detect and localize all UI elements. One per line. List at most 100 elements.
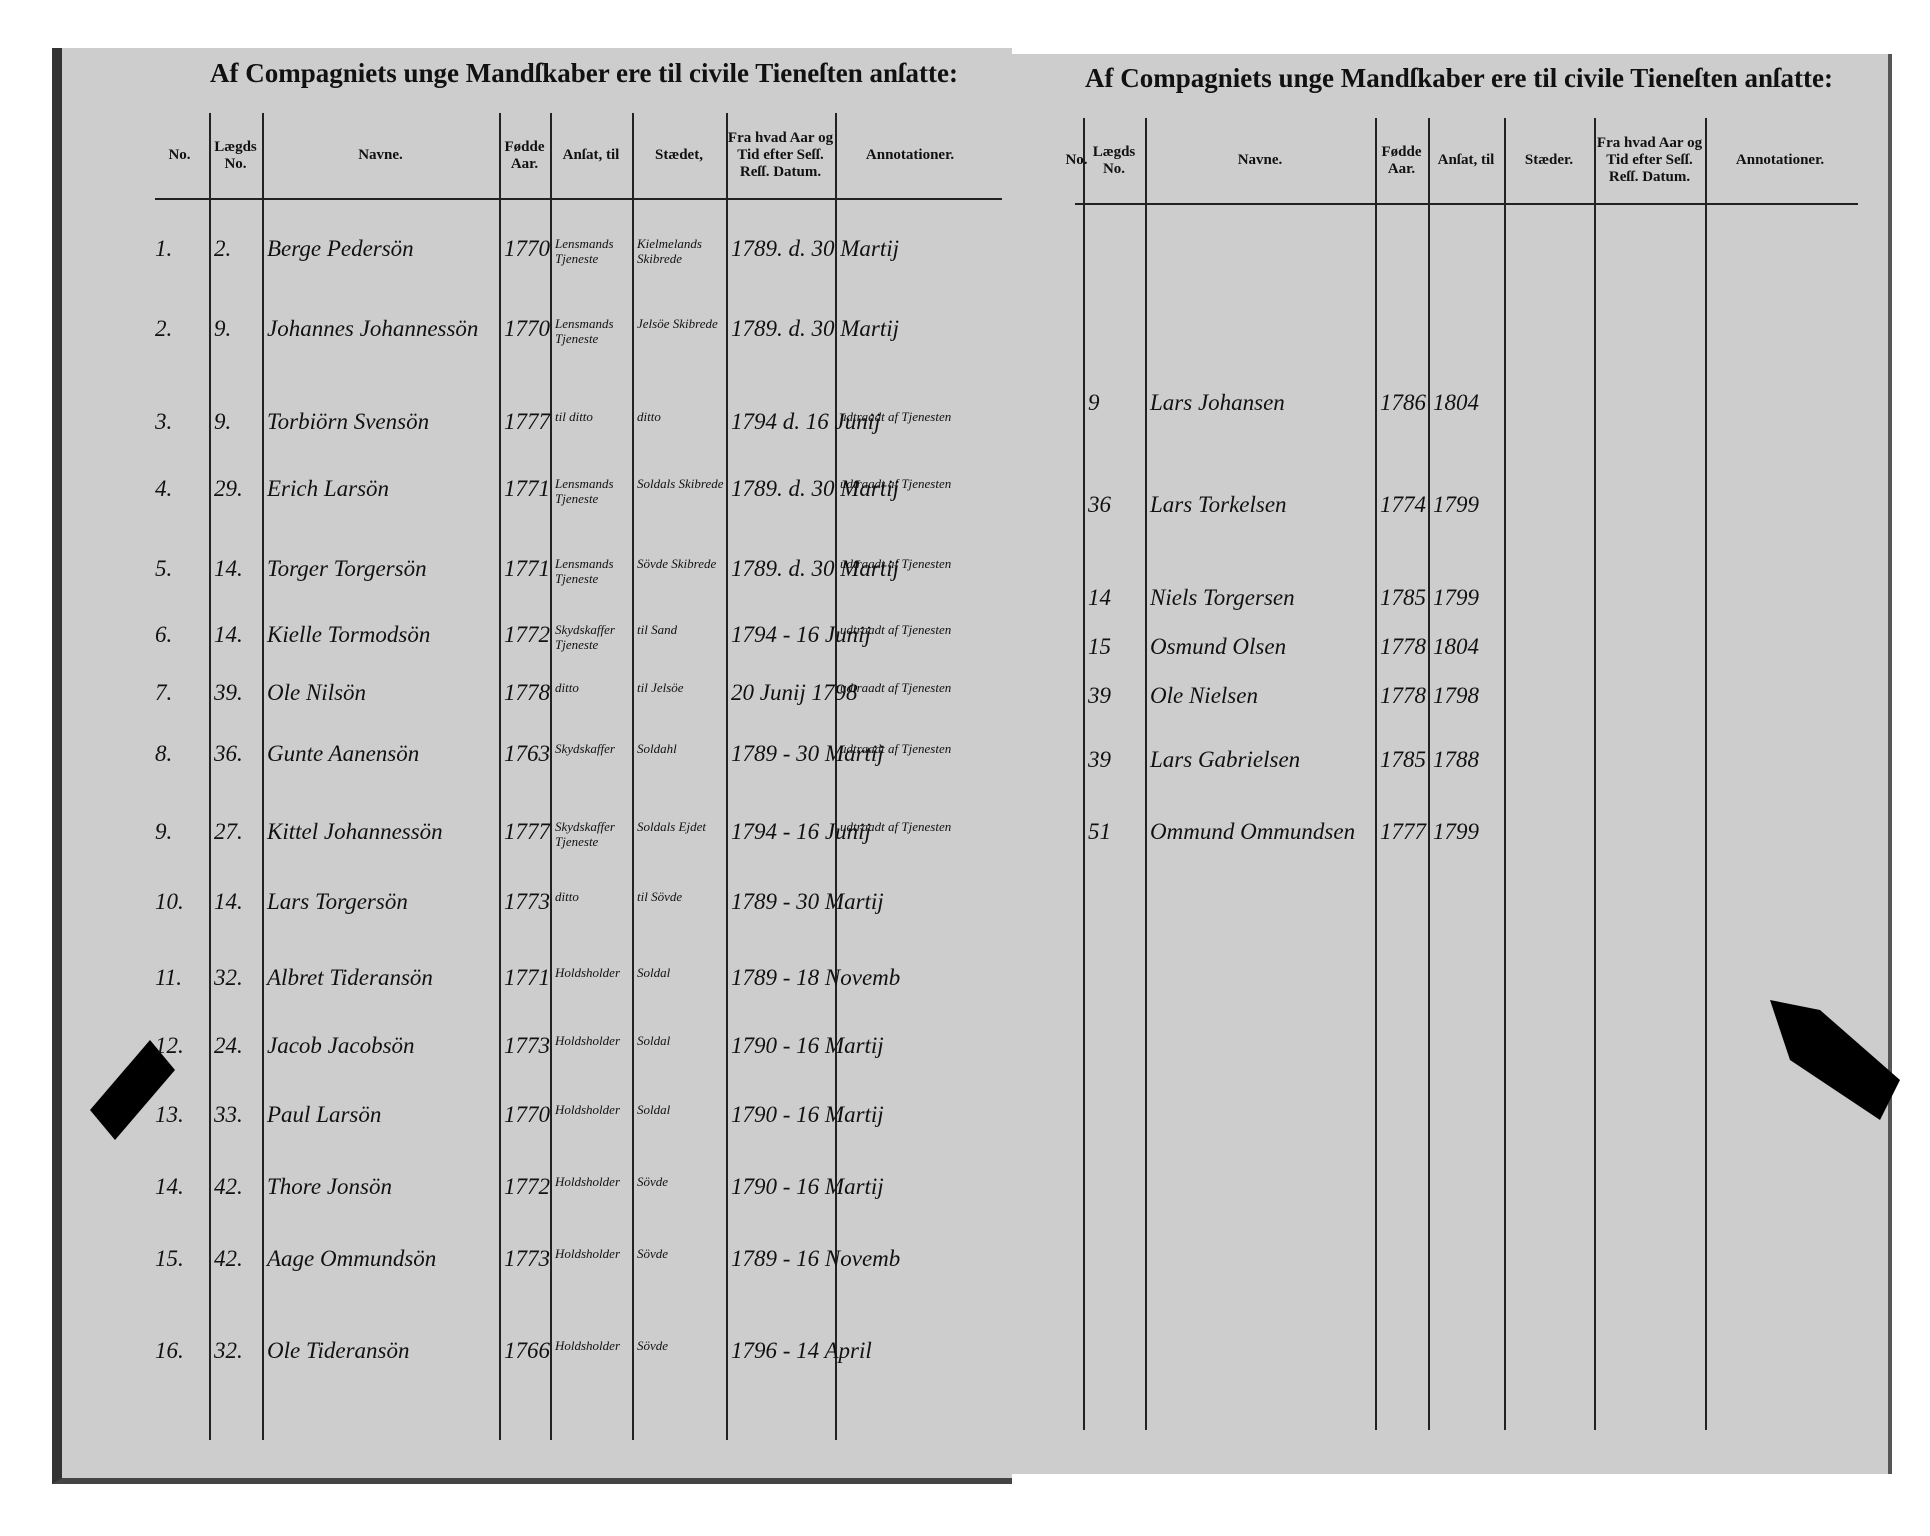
cell-ansat: Lensmands Tjeneste xyxy=(555,476,614,506)
cell-ansat: 1799 xyxy=(1433,819,1479,844)
cell-sted: Sövde xyxy=(637,1174,669,1189)
cell-datum: 1790 - 16 Martij xyxy=(731,1174,884,1199)
column-rule xyxy=(262,113,264,1440)
cell-laegd: 33. xyxy=(214,1102,243,1127)
cell-name: Ole Tideransön xyxy=(267,1338,410,1363)
cell-datum: 1789 - 16 Novemb xyxy=(731,1246,901,1271)
cell-sted: Sövde Skibrede xyxy=(637,556,717,571)
column-rule xyxy=(726,113,728,1440)
cell-ansat: Holdsholder xyxy=(555,1338,620,1353)
right-page xyxy=(1008,54,1892,1474)
cell-datum: 1790 - 16 Martij xyxy=(731,1102,884,1127)
cell-born: 1770 xyxy=(504,236,550,261)
cell-name: Lars Johansen xyxy=(1150,390,1285,415)
cell-sted: Soldals Ejdet xyxy=(637,819,706,834)
cell-name: Ole Nielsen xyxy=(1150,683,1258,708)
cell-born: 1771 xyxy=(504,476,550,501)
cell-ansat: Skydskaffer Tjeneste xyxy=(555,622,615,652)
cell-born: 1773 xyxy=(504,1033,550,1058)
cell-ansat: Skydskaffer Tjeneste xyxy=(555,819,615,849)
cell-ansat: Skydskaffer xyxy=(555,741,615,756)
cell-name: Thore Jonsön xyxy=(267,1174,393,1199)
cell-ansat: Holdsholder xyxy=(555,965,620,980)
cell-born: 1777 xyxy=(504,409,550,434)
cell-sted: til Jelsöe xyxy=(637,680,684,695)
cell-ansat: Holdsholder xyxy=(555,1246,620,1261)
cell-born: 1771 xyxy=(504,965,550,990)
cell-ansat: 1799 xyxy=(1433,492,1479,517)
cell-sted: Soldal xyxy=(637,1102,671,1117)
cell-annotation: udtraadt af Tjenesten xyxy=(840,476,952,491)
cell-sted: til Sand xyxy=(637,622,678,637)
cell-name: Lars Torgersön xyxy=(267,889,408,914)
cell-born: 1778 xyxy=(504,680,550,705)
cell-laegd: 14. xyxy=(214,889,243,914)
cell-datum: 1789 - 18 Novemb xyxy=(731,965,901,990)
cell-born: 1763 xyxy=(504,741,550,766)
cell-born: 1771 xyxy=(504,556,550,581)
cell-sted: Jelsöe Skibrede xyxy=(637,316,718,331)
cell-no: 9. xyxy=(155,819,173,844)
cell-name: Jacob Jacobsön xyxy=(267,1033,415,1058)
left-page xyxy=(52,48,1012,1484)
cell-annotation: udtraadt af Tjenesten xyxy=(840,741,952,756)
cell-name: Ole Nilsön xyxy=(267,680,367,705)
cell-name: Torbiörn Svensön xyxy=(267,409,430,434)
column-header: No. xyxy=(1065,152,1088,168)
cell-sted: Soldal xyxy=(637,1033,671,1048)
column-header: No. xyxy=(168,147,191,163)
column-rule xyxy=(209,113,211,1440)
cell-laegd: 39 xyxy=(1088,747,1111,772)
cell-laegd: 2. xyxy=(214,236,232,261)
column-rule xyxy=(1375,118,1377,1430)
cell-no: 8. xyxy=(155,741,173,766)
cell-no: 7. xyxy=(155,680,173,705)
cell-born: 1773 xyxy=(504,889,550,914)
cell-annotation: udtraadt af Tjenesten xyxy=(840,556,952,571)
header-rule xyxy=(155,198,1002,200)
column-rule xyxy=(1428,118,1430,1430)
cell-born: 1777 xyxy=(1380,819,1426,844)
column-header: Anſat, til xyxy=(1437,152,1495,168)
column-header: Fra hvad Aar og Tid efter Seſſ. Reſſ. Da… xyxy=(1596,135,1703,185)
column-rule xyxy=(1504,118,1506,1430)
column-header: Fødde Aar. xyxy=(504,138,545,172)
cell-name: Albret Tideransön xyxy=(267,965,433,990)
column-header: Navne. xyxy=(1237,152,1283,168)
cell-annotation: udtraadt af Tjenesten xyxy=(840,622,952,637)
clip-left xyxy=(90,1040,175,1140)
cell-datum: 1794 - 16 Junij xyxy=(731,819,871,844)
cell-annotation: udtraadt af Tjenesten xyxy=(840,409,952,424)
cell-datum: 1789. d. 30 Martij xyxy=(731,556,900,581)
cell-datum: 1789. d. 30 Martij xyxy=(731,316,900,341)
cell-ansat: 1804 xyxy=(1433,634,1479,659)
cell-sted: ditto xyxy=(637,409,661,424)
cell-annotation: udtraadt af Tjenesten xyxy=(840,819,952,834)
cell-ansat: til ditto xyxy=(555,409,593,424)
column-rule xyxy=(1145,118,1147,1430)
cell-ansat: 1788 xyxy=(1433,747,1479,772)
cell-no: 6. xyxy=(155,622,173,647)
cell-laegd: 9 xyxy=(1088,390,1100,415)
cell-name: Kittel Johannessön xyxy=(267,819,443,844)
column-header: Stæder. xyxy=(1524,152,1574,168)
cell-ansat: Lensmands Tjeneste xyxy=(555,556,614,586)
cell-laegd: 39 xyxy=(1088,683,1111,708)
column-header: Fra hvad Aar og Tid efter Seſſ. Reſſ. Da… xyxy=(727,130,834,180)
cell-laegd: 29. xyxy=(214,476,243,501)
column-rule xyxy=(499,113,501,1440)
cell-ansat: ditto xyxy=(555,680,579,695)
column-rule xyxy=(550,113,552,1440)
cell-born: 1785 xyxy=(1380,585,1426,610)
cell-laegd: 14 xyxy=(1088,585,1111,610)
cell-laegd: 42. xyxy=(214,1174,243,1199)
column-header: Stædet, xyxy=(655,147,703,163)
cell-laegd: 14. xyxy=(214,556,243,581)
cell-ansat: Holdsholder xyxy=(555,1033,620,1048)
cell-no: 5. xyxy=(155,556,173,581)
cell-born: 1770 xyxy=(504,1102,550,1127)
cell-sted: Soldals Skibrede xyxy=(637,476,724,491)
column-header: Lægds No. xyxy=(1092,143,1136,177)
